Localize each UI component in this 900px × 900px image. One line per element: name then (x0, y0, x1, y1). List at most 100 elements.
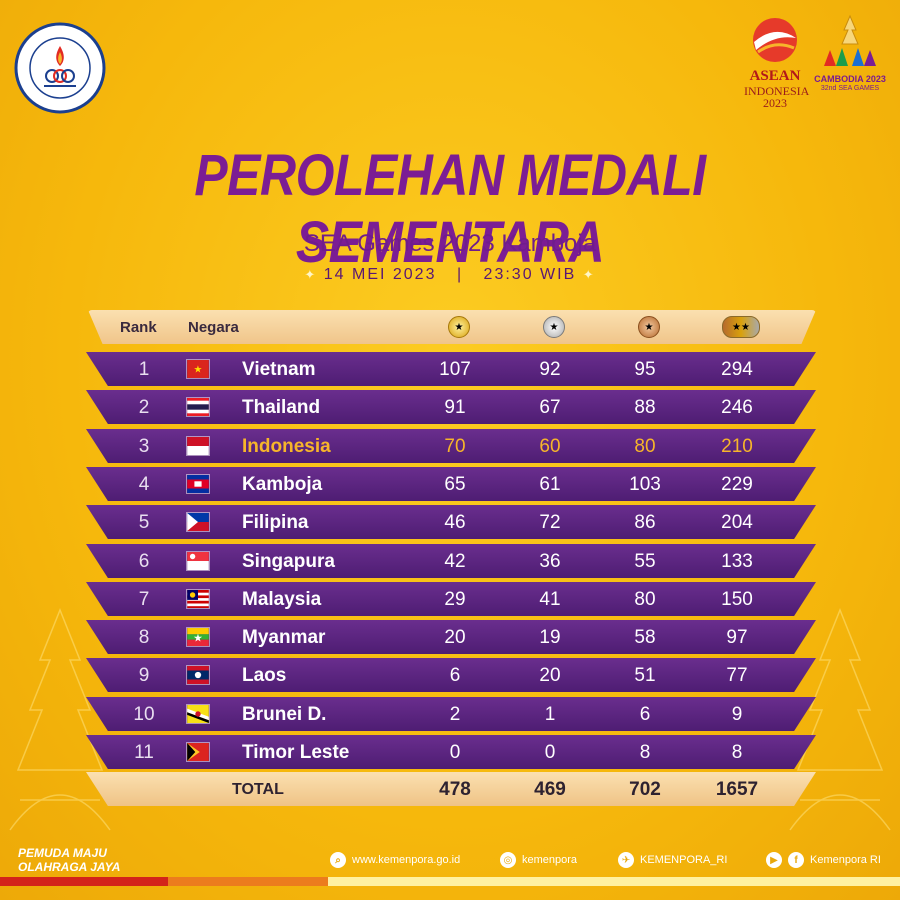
page-title: PEROLEHAN MEDALI SEMENTARA (194, 143, 706, 275)
youtube-icon: ▶ (766, 852, 782, 868)
total-row: TOTAL 478 469 702 1657 (86, 772, 816, 806)
country-cell: Myanmar (242, 627, 326, 648)
rank-cell: 8 (138, 627, 150, 648)
bronze-cell: 80 (634, 589, 656, 610)
country-cell: Thailand (242, 397, 321, 418)
total-bronze: 702 (629, 779, 661, 800)
rank-cell: 2 (138, 397, 150, 418)
instagram-text: kemenpora (522, 854, 578, 866)
bronze-cell: 95 (634, 359, 656, 380)
timor-leste-flag-icon (186, 742, 210, 762)
silver-cell: 1 (544, 704, 556, 725)
total-gold: 478 (439, 779, 471, 800)
silver-cell: 36 (539, 551, 561, 572)
bronze-cell: 88 (634, 397, 656, 418)
gold-cell: 46 (444, 512, 466, 533)
table-row: 3 Indonesia 70 60 80 210 (86, 429, 816, 463)
silver-cell: 67 (539, 397, 561, 418)
rank-cell: 6 (138, 551, 150, 572)
silver-medal-icon: ★ (543, 316, 565, 338)
bronze-cell: 8 (639, 742, 651, 763)
bronze-cell: 86 (634, 512, 656, 533)
rank-cell: 5 (138, 512, 150, 533)
website-text: www.kemenpora.go.id (352, 854, 461, 866)
silver-cell: 60 (539, 436, 561, 457)
youtube-facebook-link[interactable]: ▶ f Kemenpora RI (766, 852, 881, 868)
asean-indonesia-2023-logo: ASEAN INDONESIA 2023 (744, 14, 810, 110)
thailand-flag-icon (186, 397, 210, 417)
rank-cell: 3 (138, 436, 150, 457)
myanmar-flag-icon: ★ (186, 627, 210, 647)
total-cell: 9 (731, 704, 743, 725)
table-row: 10 Brunei D. 2 1 6 9 (86, 697, 816, 731)
bronze-cell: 55 (634, 551, 656, 572)
temple-ornament-right (789, 607, 891, 831)
silver-cell: 72 (539, 512, 561, 533)
event-subtitle: SEA Games 2023 Kamboja (303, 230, 597, 257)
total-cell: 246 (721, 397, 753, 418)
country-cell: Laos (242, 665, 287, 686)
gold-cell: 0 (449, 742, 461, 763)
date-text: 14 MEI 2023 (323, 266, 437, 283)
cambodia-2023-logo: CAMBODIA 2023 32nd SEA GAMES (814, 14, 886, 110)
tagline-line1: PEMUDA MAJU (18, 846, 107, 860)
cambodia-flag-icon (186, 474, 210, 494)
total-silver: 469 (534, 779, 566, 800)
table-row: 1 ★ Vietnam 107 92 95 294 (86, 352, 816, 386)
total-cell: 97 (726, 627, 748, 648)
gold-cell: 2 (449, 704, 461, 725)
all-medals-icon: ★★ (722, 316, 760, 338)
twitter-link[interactable]: ✈ KEMENPORA_RI (618, 852, 727, 868)
rank-cell: 7 (138, 589, 150, 610)
gold-cell: 70 (444, 436, 466, 457)
country-cell: Indonesia (242, 436, 331, 457)
date-separator: | (456, 266, 464, 283)
website-link[interactable]: ⌕ www.kemenpora.go.id (330, 852, 460, 868)
asean-logo-line2: INDONESIA (744, 83, 810, 98)
country-cell: Vietnam (242, 359, 316, 380)
table-row: 2 Thailand 91 67 88 246 (86, 390, 816, 424)
silver-cell: 20 (539, 665, 561, 686)
twitter-icon: ✈ (618, 852, 634, 868)
search-icon: ⌕ (330, 852, 346, 868)
total-cell: 150 (721, 589, 753, 610)
sparkle-icon: ✦ (304, 267, 318, 282)
cambodia-logo-line1: CAMBODIA 2023 (814, 74, 886, 84)
youtube-facebook-text: Kemenpora RI (810, 854, 881, 866)
bronze-cell: 80 (634, 436, 656, 457)
facebook-icon: f (788, 852, 804, 868)
malaysia-flag-icon (186, 589, 210, 609)
silver-cell: 61 (539, 474, 561, 495)
rank-cell: 1 (138, 359, 150, 380)
country-cell: Filipina (242, 512, 309, 533)
gold-cell: 107 (439, 359, 471, 380)
indonesia-flag-icon (186, 436, 210, 456)
table-header: Rank Negara ★ ★ ★ ★★ (88, 310, 816, 344)
rank-cell: 9 (138, 665, 150, 686)
bronze-medal-icon: ★ (638, 316, 660, 338)
rank-cell: 4 (138, 474, 150, 495)
total-cell: 204 (721, 512, 753, 533)
total-cell: 294 (721, 359, 753, 380)
gold-cell: 91 (444, 397, 466, 418)
header-country: Negara (188, 319, 239, 336)
silver-cell: 0 (544, 742, 556, 763)
rank-cell: 10 (133, 704, 155, 725)
table-row: 7 Malaysia 29 41 80 150 (86, 582, 816, 616)
total-cell: 133 (721, 551, 753, 572)
instagram-link[interactable]: ◎ kemenpora (500, 852, 577, 868)
gold-cell: 29 (444, 589, 466, 610)
brunei-flag-icon (186, 704, 210, 724)
table-row: 4 Kamboja 65 61 103 229 (86, 467, 816, 501)
kemenpora-logo (14, 22, 106, 114)
laos-flag-icon (186, 665, 210, 685)
country-cell: Timor Leste (242, 742, 350, 763)
total-cell: 77 (726, 665, 748, 686)
dateline: ✦ 14 MEI 2023 | 23:30 WIB ✦ (0, 266, 900, 284)
footer-stripe-red (0, 877, 168, 886)
vietnam-flag-icon: ★ (186, 359, 210, 379)
sparkle-icon: ✦ (582, 267, 596, 282)
svg-text:★: ★ (194, 365, 203, 376)
country-cell: Brunei D. (242, 704, 327, 725)
instagram-icon: ◎ (500, 852, 516, 868)
